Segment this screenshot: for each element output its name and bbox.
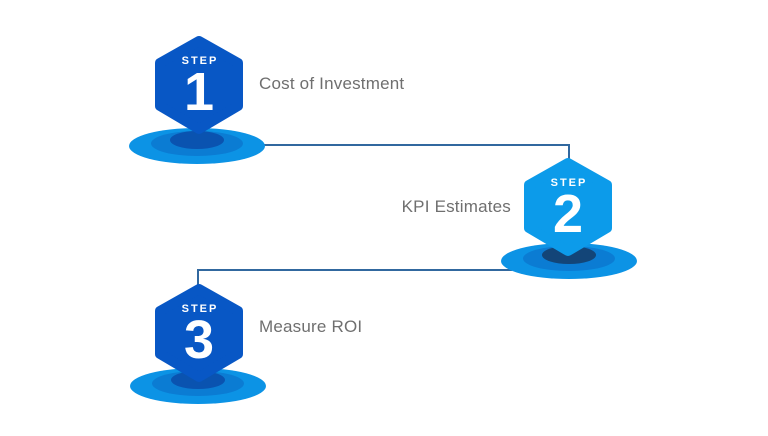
- step-3-number: 3: [183, 310, 215, 370]
- step-3-label: Measure ROI: [259, 317, 363, 336]
- hexagon-icon: [155, 284, 243, 382]
- step-1-number: 1: [183, 62, 215, 122]
- hexagon-icon: [155, 36, 243, 134]
- step-1-base-ellipse-inner: [170, 131, 224, 149]
- step-3-hexagon-pin: STEP 3: [154, 283, 244, 383]
- step-1-badge-word: STEP: [181, 55, 219, 67]
- connector-step1-step2-vertical: [568, 144, 570, 161]
- step-2-number: 2: [552, 184, 584, 244]
- connector-step1-step2-horizontal: [263, 144, 570, 146]
- connector-step2-step3-horizontal: [197, 269, 512, 271]
- step-1-hexagon-pin: STEP 1: [154, 35, 244, 135]
- step-2-label: KPI Estimates: [401, 197, 511, 216]
- step-3-badge-word: STEP: [181, 303, 219, 315]
- step-2-badge-word: STEP: [550, 177, 588, 189]
- connector-step2-step3-vertical: [197, 269, 199, 288]
- hexagon-icon: [524, 158, 612, 256]
- step-2-hexagon-pin: STEP 2: [523, 157, 613, 257]
- step-1-label: Cost of Investment: [259, 74, 405, 93]
